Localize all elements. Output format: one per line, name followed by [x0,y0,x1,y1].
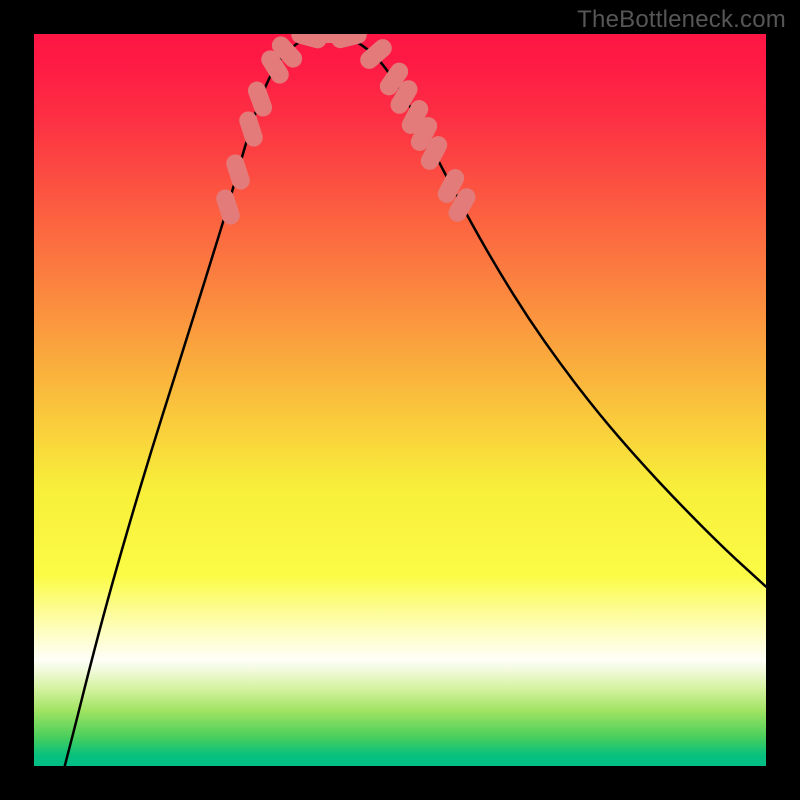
chart-frame: TheBottleneck.com [0,0,800,800]
data-marker [329,34,368,50]
watermark-text: TheBottleneck.com [577,6,786,34]
data-marker [224,152,252,192]
data-marker [214,187,242,227]
plot-area [34,34,766,766]
markers-layer [34,34,766,766]
